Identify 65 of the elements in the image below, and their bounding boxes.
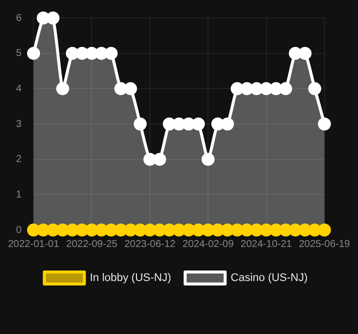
point: [143, 224, 156, 236]
point: [279, 82, 292, 96]
point: [76, 46, 89, 60]
x-tick-label: 2022-01-01: [8, 238, 60, 250]
legend-label: In lobby (US-NJ): [90, 272, 172, 284]
point: [250, 82, 264, 96]
x-tick-label: 2023-06-12: [124, 238, 176, 250]
point: [298, 46, 312, 60]
point: [318, 224, 331, 236]
point: [260, 82, 273, 96]
point: [94, 224, 108, 236]
point: [172, 118, 186, 130]
point: [153, 152, 166, 166]
x-tick-label: 2025-06-19: [298, 238, 350, 250]
point: [56, 82, 70, 96]
y-tick-label: 1: [16, 189, 22, 200]
point: [230, 82, 244, 96]
point: [182, 224, 196, 236]
point: [318, 118, 331, 130]
point: [124, 224, 138, 236]
point: [279, 224, 292, 236]
point: [46, 224, 60, 236]
y-tick-label: 4: [16, 83, 22, 94]
point: [134, 118, 147, 130]
point: [27, 224, 40, 236]
point: [298, 224, 312, 236]
y-tick-label: 3: [16, 118, 22, 130]
point: [27, 46, 40, 60]
point: [220, 118, 234, 130]
point: [182, 118, 196, 130]
point: [192, 224, 205, 236]
point: [66, 46, 79, 60]
point: [202, 152, 215, 166]
point: [124, 82, 138, 96]
point: [56, 224, 70, 236]
y-tick-label: 5: [16, 48, 22, 60]
x-tick-label: 2024-10-21: [240, 238, 292, 250]
point: [46, 12, 60, 24]
point: [220, 224, 234, 236]
point: [269, 224, 282, 236]
point: [202, 224, 215, 236]
point: [230, 224, 244, 236]
legend-label: Casino (US-NJ): [230, 272, 308, 284]
point: [134, 224, 147, 236]
point: [240, 224, 254, 236]
point: [250, 224, 264, 236]
point: [308, 224, 322, 236]
y-tick-label: 6: [16, 12, 22, 24]
point: [114, 82, 128, 96]
point: [104, 46, 118, 60]
point: [192, 118, 205, 130]
x-tick-label: 2024-02-09: [182, 238, 234, 250]
point: [114, 224, 128, 236]
point: [153, 224, 166, 236]
y-tick-label: 0: [16, 224, 22, 236]
y-tick-label: 2: [16, 154, 22, 166]
point: [85, 46, 98, 60]
point: [66, 224, 79, 236]
point: [104, 224, 118, 236]
point: [172, 224, 186, 236]
x-tick-label: 2022-09-25: [66, 238, 118, 250]
point: [76, 224, 89, 236]
point: [308, 82, 322, 96]
point: [288, 224, 302, 236]
point: [240, 82, 254, 96]
